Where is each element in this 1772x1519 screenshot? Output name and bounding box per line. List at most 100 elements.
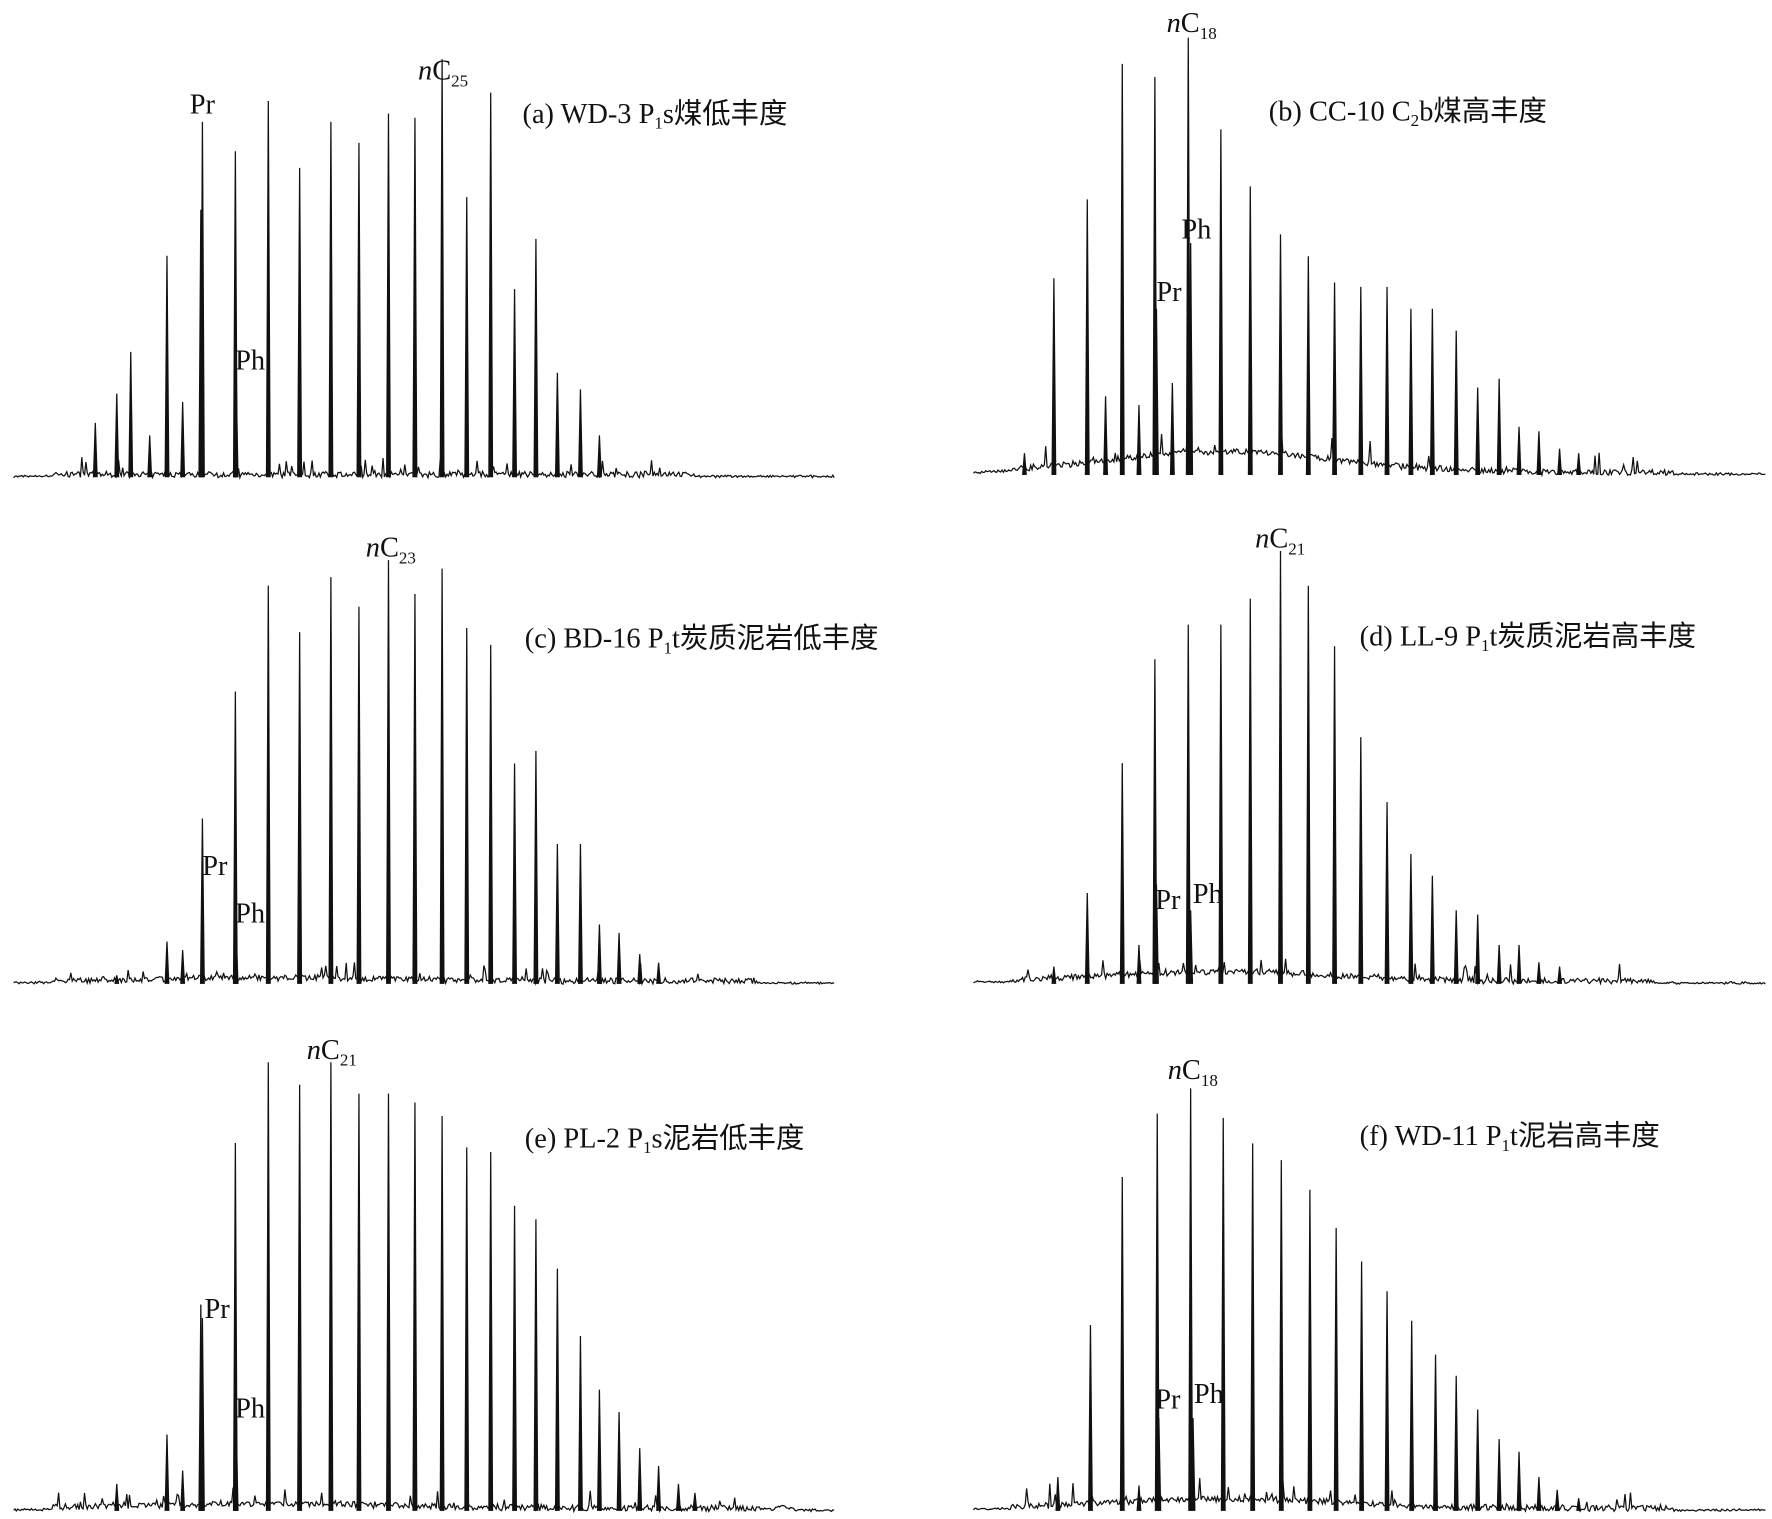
peak [412,593,418,984]
peak [1429,308,1435,475]
peak [412,117,418,478]
peak [512,289,518,478]
peak [1154,308,1159,475]
peak [596,924,602,984]
peak [1119,1177,1125,1511]
peak [1156,1417,1162,1511]
peak [328,1062,334,1511]
peak [1475,914,1481,984]
panel-title: (d) LL-9 P1t炭质泥岩高丰度 [1360,620,1696,655]
peak [1557,966,1563,984]
peak [1247,598,1253,984]
label-text: Ph [235,899,265,930]
label-text: Ph [1181,215,1211,246]
peak [1022,453,1027,476]
peak [114,975,120,984]
peak [1333,1227,1339,1511]
peak [1557,448,1563,476]
label-n: n [1168,1055,1182,1086]
baseline-trace [13,1487,835,1514]
peak [1332,646,1338,984]
peak [297,632,303,984]
peak [1154,1113,1160,1511]
peak [439,1116,445,1511]
panel-title: (c) BD-16 P1t炭质泥岩低丰度 [525,623,879,658]
label-text: Pr [204,1294,230,1325]
baseline-trace [973,1478,1766,1513]
peak [1516,1451,1522,1511]
panel-title: (b) CC-10 C2b煤高丰度 [1269,96,1547,131]
title-text: (d) LL-9 P [1360,621,1481,652]
title-text: s煤低丰度 [663,98,788,130]
label-subscript: 23 [399,549,416,568]
peak [1220,1117,1226,1511]
peak [1408,308,1414,475]
peak [1190,1417,1196,1511]
peak-label-nc: nC18 [1168,1055,1218,1090]
title-text: t炭质泥岩低丰度 [672,623,879,655]
peak [488,92,494,478]
peak [1154,884,1159,984]
peak [1536,1477,1542,1511]
label-subscript: 21 [1288,539,1305,558]
peak [1136,1485,1142,1511]
title-subscript: 1 [1481,636,1490,655]
peak [1358,286,1364,475]
peak [232,691,238,984]
peak [1516,944,1522,984]
label-text: Pr [1155,1385,1181,1416]
peak [1218,624,1224,984]
label-n: n [1167,8,1181,39]
label-subscript: 21 [340,1051,357,1070]
peak [1384,802,1390,984]
peak [1496,378,1502,475]
baseline-trace [13,457,835,480]
title-text: (c) BD-16 P [525,624,664,655]
peak [512,1205,518,1511]
label-text: Pr [1156,277,1182,308]
chromatogram-panel-f: (f) WD-11 P1t泥岩高丰度 Pr Ph nC18 [973,1055,1766,1513]
peak [128,351,134,478]
peak [1088,1324,1093,1511]
peak [386,560,391,984]
peak [1278,551,1283,984]
peak [533,1219,539,1511]
peak [1516,426,1522,475]
chromatogram-panel-b: (b) CC-10 C2b煤高丰度 Pr Ph nC18 [973,8,1766,478]
peak [1384,286,1390,475]
label-subscript: 25 [451,71,468,90]
peak-label-ph: Ph [235,1394,265,1425]
peak [265,101,271,478]
peak [464,1147,470,1511]
peak [164,941,170,984]
peak [533,238,539,478]
peak [637,954,643,984]
peak [199,121,205,478]
peak [328,577,334,984]
peak [1247,186,1253,475]
peak [328,121,334,478]
peak-label-nc: nC25 [418,56,468,91]
label-n: n [418,56,432,87]
peak [512,763,518,984]
title-subscript: 1 [643,1138,652,1157]
peak [1576,453,1582,476]
label-subscript: 18 [1201,1071,1218,1090]
label-subscript: 18 [1200,24,1217,43]
peak [1536,962,1542,984]
peak [265,585,271,984]
peak [1103,396,1109,475]
label-n: n [1255,524,1269,555]
title-subscript: 1 [1502,1136,1511,1155]
peak [356,142,362,478]
label-c: C [380,533,399,564]
peak [1084,892,1090,984]
label-text: Ph [1193,879,1223,910]
peak [356,606,362,984]
peak [616,1412,622,1511]
label-c: C [321,1035,340,1066]
peak [578,389,583,478]
peak [596,435,602,478]
